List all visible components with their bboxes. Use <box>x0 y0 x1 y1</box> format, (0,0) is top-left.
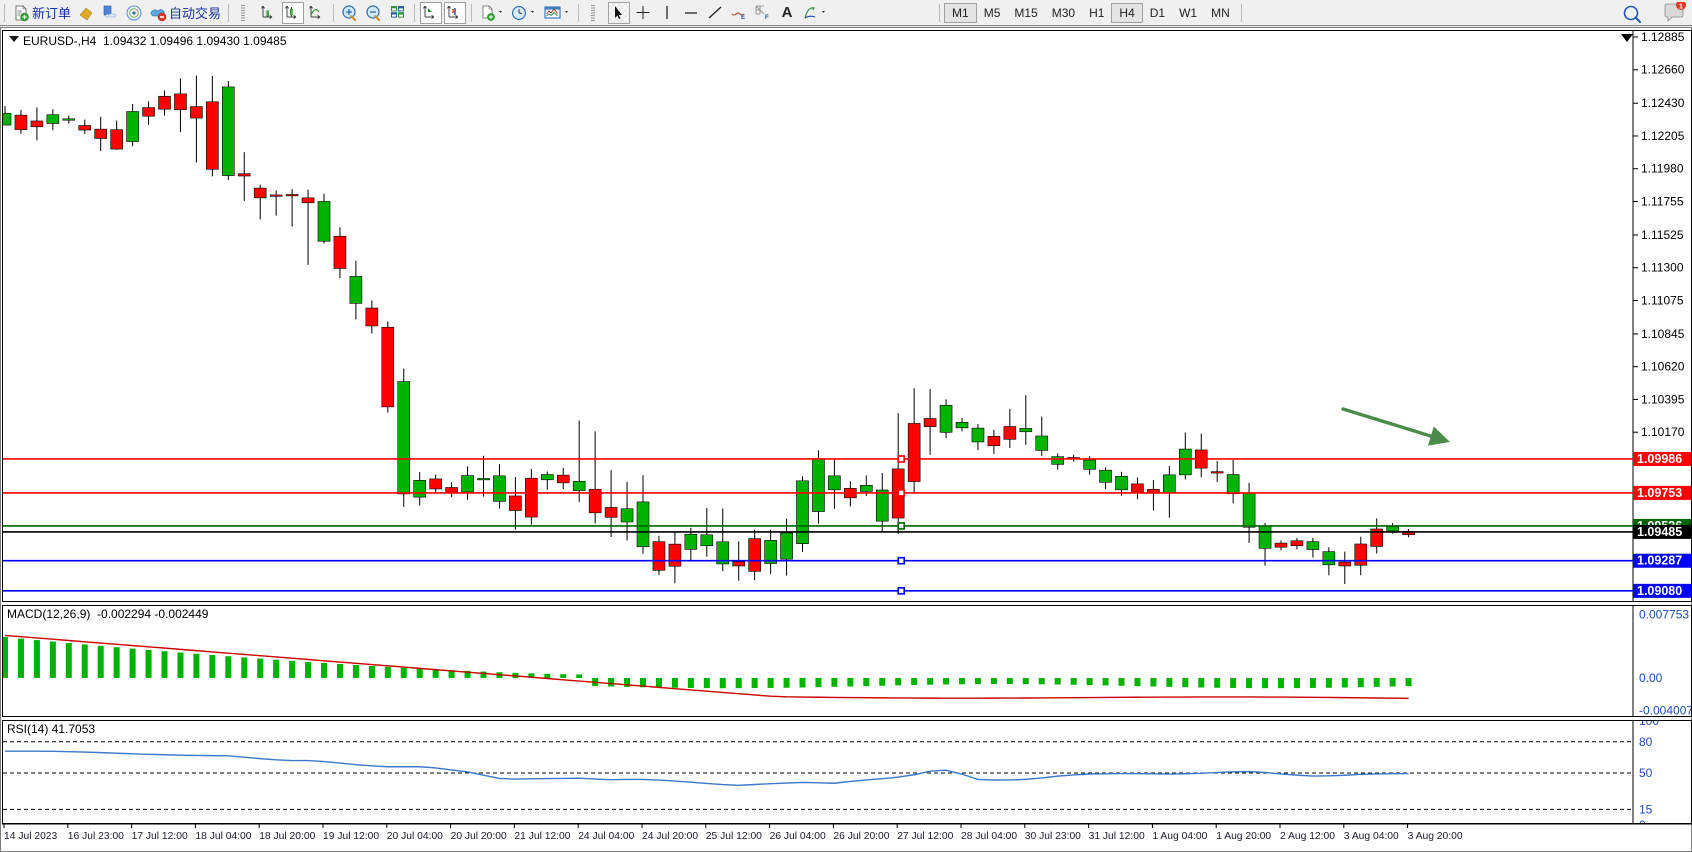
svg-text:15: 15 <box>1639 802 1653 816</box>
svg-text:20 Jul 20:00: 20 Jul 20:00 <box>451 831 507 842</box>
svg-text:E: E <box>741 15 745 21</box>
svg-text:28 Jul 04:00: 28 Jul 04:00 <box>961 831 1017 842</box>
svg-text:RSI(14) 41.7053: RSI(14) 41.7053 <box>7 722 95 736</box>
svg-text:0.00: 0.00 <box>1639 671 1663 685</box>
svg-text:14 Jul 2023: 14 Jul 2023 <box>4 831 58 842</box>
svg-text:-0.004007: -0.004007 <box>1639 704 1692 717</box>
svg-text:31 Jul 12:00: 31 Jul 12:00 <box>1089 831 1145 842</box>
svg-text:1.09080: 1.09080 <box>1637 584 1682 598</box>
svg-text:30 Jul 23:00: 30 Jul 23:00 <box>1025 831 1081 842</box>
svg-text:1.10620: 1.10620 <box>1641 360 1685 374</box>
svg-text:1.12430: 1.12430 <box>1641 96 1685 110</box>
svg-text:1.10395: 1.10395 <box>1641 392 1685 406</box>
svg-text:16 Jul 23:00: 16 Jul 23:00 <box>68 831 124 842</box>
svg-text:18 Jul 20:00: 18 Jul 20:00 <box>259 831 315 842</box>
svg-text:100: 100 <box>1639 721 1659 728</box>
svg-text:MACD(12,26,9) -0.002294 -0.00: MACD(12,26,9) -0.002294 -0.002449 <box>7 607 209 621</box>
svg-text:25 Jul 12:00: 25 Jul 12:00 <box>706 831 762 842</box>
svg-text:1.09986: 1.09986 <box>1637 452 1682 466</box>
svg-text:18 Jul 04:00: 18 Jul 04:00 <box>195 831 251 842</box>
svg-text:1.10170: 1.10170 <box>1641 425 1685 439</box>
svg-text:1 Aug 20:00: 1 Aug 20:00 <box>1216 831 1271 842</box>
svg-text:1: 1 <box>1679 2 1683 10</box>
svg-text:27 Jul 12:00: 27 Jul 12:00 <box>897 831 953 842</box>
svg-text:1.12885: 1.12885 <box>1641 31 1685 44</box>
svg-text:24 Jul 20:00: 24 Jul 20:00 <box>642 831 698 842</box>
svg-text:1.09485: 1.09485 <box>1637 525 1682 539</box>
svg-text:F: F <box>765 15 769 21</box>
svg-text:50: 50 <box>1639 766 1653 780</box>
svg-text:0.007753: 0.007753 <box>1639 608 1689 622</box>
svg-text:1.11980: 1.11980 <box>1641 162 1684 176</box>
svg-text:3 Aug 04:00: 3 Aug 04:00 <box>1344 831 1399 842</box>
svg-text:1.12660: 1.12660 <box>1641 63 1685 77</box>
svg-text:1.11755: 1.11755 <box>1641 194 1684 208</box>
svg-text:1.10845: 1.10845 <box>1641 327 1685 341</box>
svg-text:2 Aug 12:00: 2 Aug 12:00 <box>1280 831 1335 842</box>
svg-text:1.11300: 1.11300 <box>1641 261 1684 275</box>
svg-text:1.09287: 1.09287 <box>1637 554 1682 568</box>
svg-text:1.12205: 1.12205 <box>1641 129 1685 143</box>
svg-text:21 Jul 12:00: 21 Jul 12:00 <box>514 831 570 842</box>
svg-text:1 Aug 04:00: 1 Aug 04:00 <box>1152 831 1207 842</box>
svg-text:80: 80 <box>1639 735 1653 749</box>
svg-text:17 Jul 12:00: 17 Jul 12:00 <box>132 831 188 842</box>
svg-text:1.11075: 1.11075 <box>1641 293 1684 307</box>
svg-text:26 Jul 20:00: 26 Jul 20:00 <box>833 831 889 842</box>
svg-text:1.11525: 1.11525 <box>1641 228 1684 242</box>
svg-text:3 Aug 20:00: 3 Aug 20:00 <box>1408 831 1463 842</box>
svg-text:26 Jul 04:00: 26 Jul 04:00 <box>770 831 826 842</box>
svg-text:19 Jul 12:00: 19 Jul 12:00 <box>323 831 379 842</box>
svg-text:1.09753: 1.09753 <box>1637 486 1682 500</box>
svg-text:20 Jul 04:00: 20 Jul 04:00 <box>387 831 443 842</box>
svg-text:24 Jul 04:00: 24 Jul 04:00 <box>578 831 634 842</box>
